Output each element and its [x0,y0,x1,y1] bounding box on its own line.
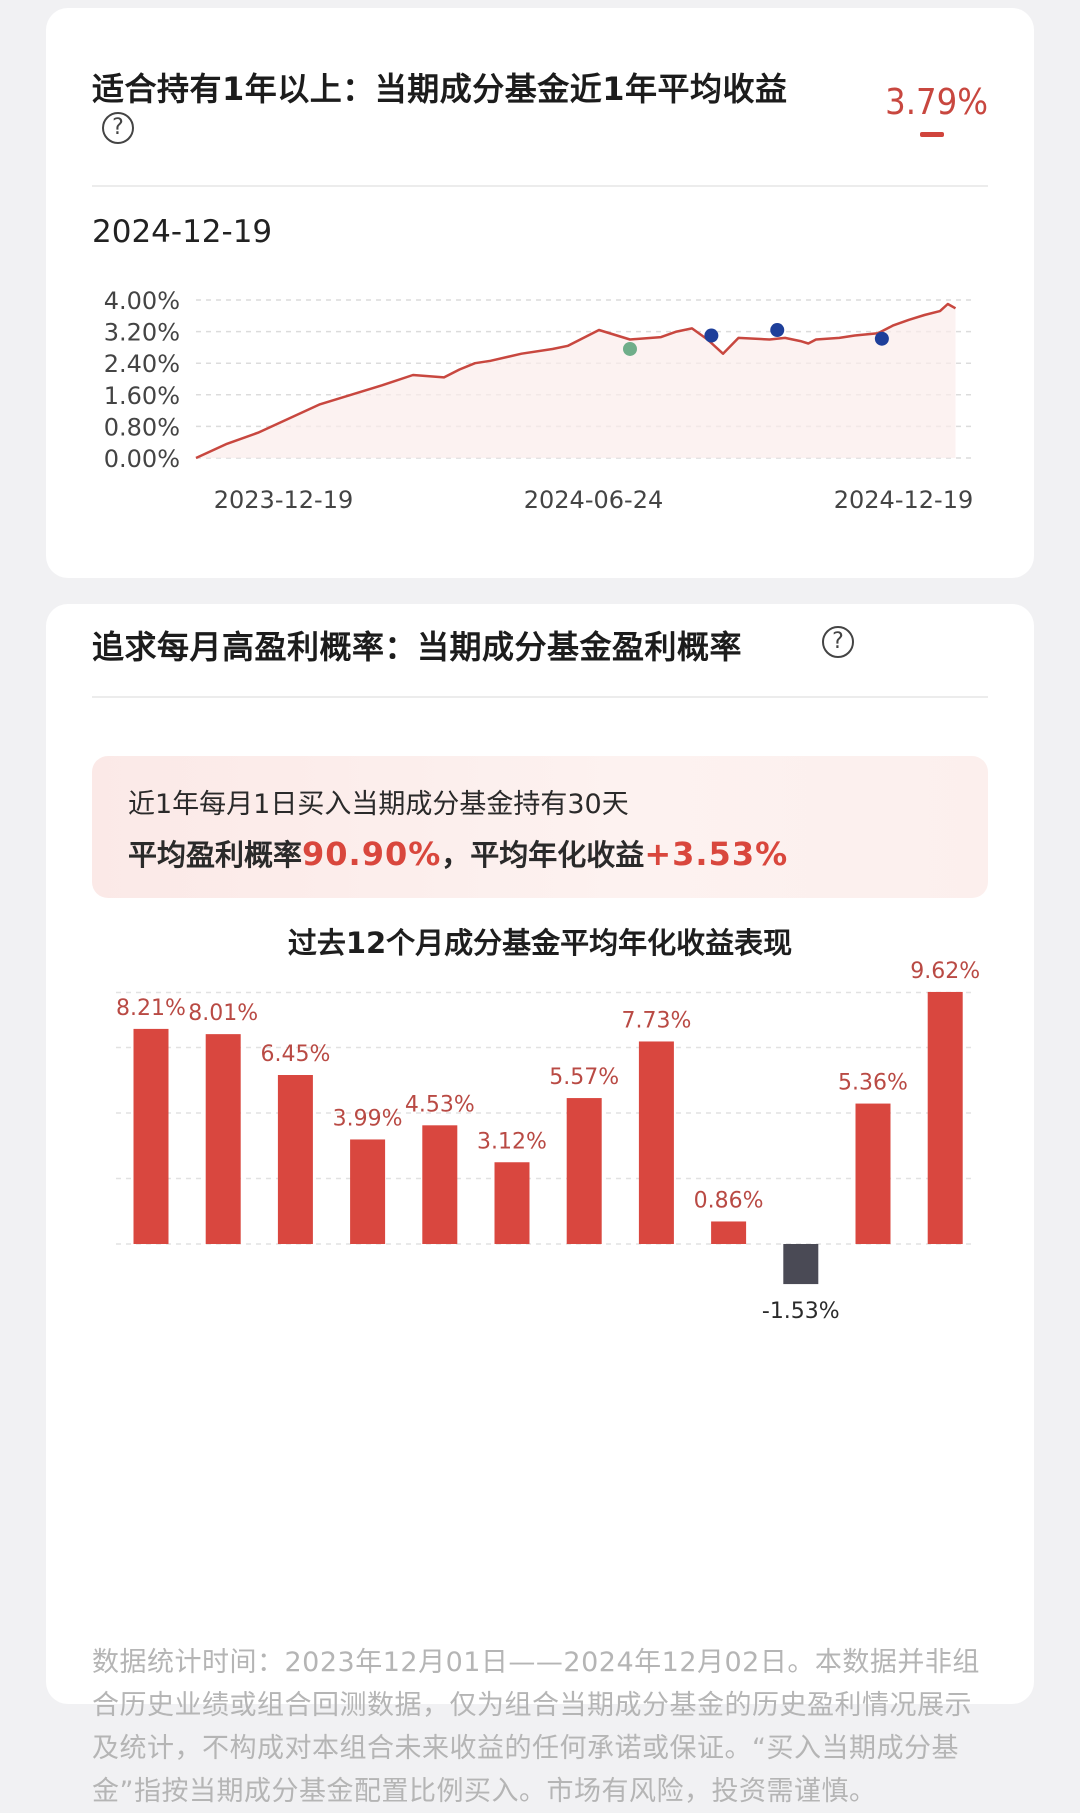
disclaimer-text: 数据统计时间：2023年12月01日——2024年12月02日。本数据并非组合历… [92,1647,980,1807]
value-underline [920,132,944,137]
bar-value-label: 8.21% [116,996,186,1021]
line-marker[interactable] [770,323,785,338]
y-tick-label: 0.80% [104,413,180,441]
stat-value-probability: 90.90% [302,835,442,873]
bar-value-label: 6.45% [260,1042,330,1067]
bar [855,1103,891,1244]
question-circle-icon[interactable]: ? [102,112,134,144]
y-tick-label: 2.40% [104,350,180,378]
bar-chart-title: 过去12个月成分基金平均年化收益表现 [287,926,793,960]
bar-value-label: 7.73% [621,1008,691,1033]
avg-return-card: 适合持有1年以上：当期成分基金近1年平均收益 ? 3.79% 2024-12-1… [46,8,1034,578]
bar-value-label: 5.36% [838,1071,908,1096]
line-area-fill [196,304,956,458]
bar-value-label: 8.01% [188,1001,258,1026]
bar-value-label: 9.62% [910,959,980,984]
bar-value-label: 3.12% [477,1129,547,1154]
line-chart: 4.00% 3.20% 2.40% 1.60% 0.80% 0.00% 2023-12-19… [104,287,973,514]
y-tick-label: 3.20% [104,319,180,347]
line-marker[interactable] [704,328,719,343]
x-tick-label: 2024-06-24 [524,486,663,514]
bar-value-label: 4.53% [405,1092,475,1117]
chart-date-label: 2024-12-19 [92,214,273,250]
bar-value-label: -1.53% [762,1299,840,1324]
stat-value-return: +3.53% [644,835,789,873]
question-circle-icon[interactable]: ? [822,626,854,658]
bar [638,1041,674,1244]
bar-chart: 8.21% 8.01%6.45% 3.99%4.53%3.12% 5.57% 7.73%… [116,959,980,1324]
y-tick-label: 1.60% [104,382,180,410]
line-marker[interactable] [623,341,637,356]
y-tick-label: 4.00% [104,287,180,315]
bar [277,1075,313,1244]
section-title-avg-return: 适合持有1年以上：当期成分基金近1年平均收益 [92,70,788,108]
line-marker[interactable] [874,331,889,346]
stat-label-return: ，平均年化收益 [441,838,645,872]
avg-return-value: 3.79% [885,82,988,123]
bar [783,1244,819,1285]
y-tick-label: 0.00% [104,445,180,473]
divider [92,185,988,187]
bar [566,1098,602,1244]
bar [205,1034,241,1244]
bar-value-label: 0.86% [694,1188,764,1213]
bar [422,1125,458,1244]
x-tick-label: 2024-12-19 [834,486,973,514]
bar [711,1221,747,1244]
stat-summary-box: 近1年每月1日买入当期成分基金持有30天 平均盈利概率90.90%，平均年化收益… [92,756,988,898]
section-title-profit-probability: 追求每月高盈利概率：当期成分基金盈利概率 [92,628,743,666]
stat-description: 近1年每月1日买入当期成分基金持有30天 [128,789,629,820]
bar-value-label: 3.99% [333,1106,403,1131]
bar [494,1162,530,1244]
stat-label-probability: 平均盈利概率 [128,838,303,872]
divider [92,696,988,698]
bar [133,1028,169,1244]
bar-value-label: 5.57% [549,1065,619,1090]
bar [927,991,963,1244]
bar [350,1139,386,1244]
x-tick-label: 2023-12-19 [214,486,353,514]
profit-probability-card: 追求每月高盈利概率：当期成分基金盈利概率 ? 近1年每月1日买入当期成分基金持有… [46,604,1034,1807]
stat-values: 平均盈利概率90.90%，平均年化收益+3.53% [128,832,788,874]
